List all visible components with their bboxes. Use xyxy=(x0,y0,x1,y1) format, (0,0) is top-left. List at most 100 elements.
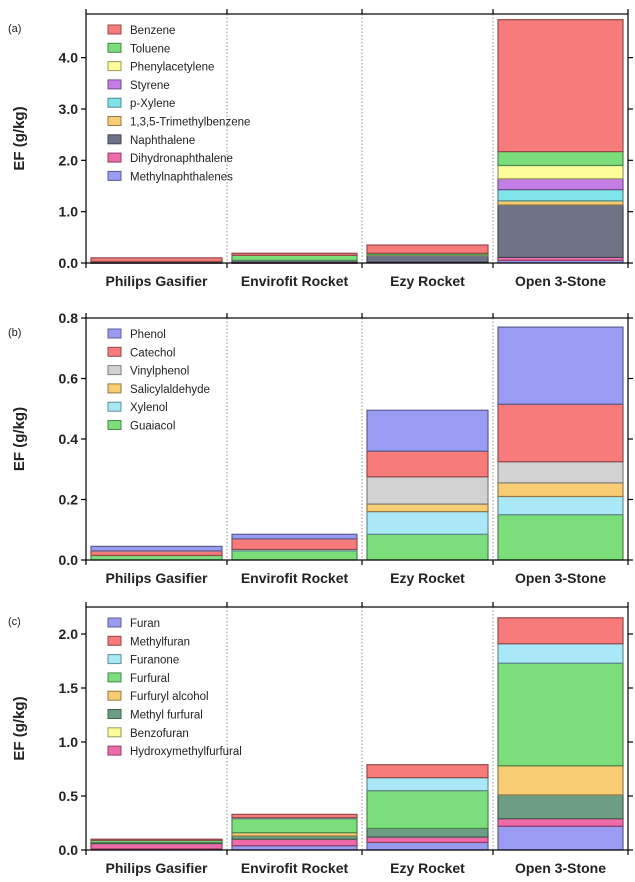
legend: Phenol Catechol Vinylphenol Salicylaldehyde… xyxy=(107,328,210,433)
y-axis-label: EF (g/kg) xyxy=(11,407,28,471)
bar-segment xyxy=(497,200,624,206)
bar-stack-1 xyxy=(90,545,223,561)
bar-segment xyxy=(497,178,624,191)
bar-segment xyxy=(497,818,624,827)
legend-label: Methyl furfural xyxy=(130,710,203,722)
bar-stack-3 xyxy=(366,764,489,851)
bar-segment xyxy=(90,838,223,841)
bar-segment xyxy=(366,764,489,779)
bar-stack-4 xyxy=(497,617,624,851)
legend-label: Toluene xyxy=(130,43,170,55)
bar-segment xyxy=(497,461,624,484)
legend-swatch xyxy=(107,328,122,339)
x-tick-label: Philips Gasifier xyxy=(106,570,208,586)
bar-segment xyxy=(366,836,489,844)
legend-swatch xyxy=(107,709,122,719)
legend-swatch xyxy=(107,727,122,738)
bar-segment xyxy=(497,482,624,498)
y-tick-label: 0.0 xyxy=(59,552,79,568)
bar-segment xyxy=(231,533,358,540)
legend-swatch xyxy=(107,745,122,756)
bar-segment xyxy=(231,845,358,851)
bar-segment xyxy=(366,254,489,263)
legend-swatch xyxy=(107,134,122,145)
bar-stack-2 xyxy=(231,533,358,561)
panel-label: (b) xyxy=(8,327,21,339)
y-tick-label: 0.2 xyxy=(59,492,79,508)
bar-segment xyxy=(366,244,489,254)
y-tick-label: 0.0 xyxy=(59,842,79,858)
chart-panel-2: (b) EF (g/kg) 0.0 0.2 0.4 0.6 0.8 Philips Gasif… xyxy=(8,310,633,586)
y-tick-label: 0.0 xyxy=(59,255,79,271)
bar-segment xyxy=(90,257,223,263)
bar-segment xyxy=(366,533,489,561)
legend-label: Catechol xyxy=(130,347,175,359)
legend-label: Naphthalene xyxy=(130,135,195,147)
bar-segment xyxy=(366,503,489,513)
legend-label: Methylfuran xyxy=(130,636,190,648)
x-tick-label: Philips Gasifier xyxy=(106,860,208,876)
legend-label: Vinylphenol xyxy=(130,366,189,378)
legend-swatch xyxy=(107,152,122,163)
x-tick-label: Ezy Rocket xyxy=(390,860,465,876)
bar-segment xyxy=(497,794,624,820)
y-tick-label: 1.5 xyxy=(59,680,79,696)
legend-label: Furfuryl alcohol xyxy=(130,691,209,703)
legend-swatch xyxy=(107,617,122,628)
bar-stack-4 xyxy=(497,19,624,264)
legend-swatch xyxy=(107,672,122,683)
bar-segment xyxy=(366,827,489,838)
y-tick-label: 3.0 xyxy=(59,101,79,117)
legend-label: Phenol xyxy=(130,329,166,341)
legend-swatch xyxy=(107,24,122,35)
legend-label: Salicylaldehyde xyxy=(130,384,210,396)
bar-segment xyxy=(231,818,358,834)
legend-label: Benzene xyxy=(130,25,175,37)
x-tick-label: Envirofit Rocket xyxy=(241,273,349,289)
x-tick-label: Ezy Rocket xyxy=(390,273,465,289)
y-axis-label: EF (g/kg) xyxy=(11,106,28,170)
bar-segment xyxy=(366,450,489,478)
legend-swatch xyxy=(107,401,122,412)
legend-label: Phenylacetylene xyxy=(130,62,214,74)
bar-stack-1 xyxy=(90,838,223,851)
legend-swatch xyxy=(107,61,122,72)
legend-label: Hydroxymethylfurfural xyxy=(130,746,242,758)
chart-panel-1: (a) EF (g/kg) 0.0 1.0 2.0 3.0 4.0 Philips Gasif… xyxy=(8,9,633,289)
legend-swatch xyxy=(107,690,122,701)
bar-segment xyxy=(366,841,489,851)
x-tick-label: Philips Gasifier xyxy=(106,273,208,289)
bar-stack-2 xyxy=(231,813,358,851)
bar-segment xyxy=(366,789,489,829)
y-axis-label: EF (g/kg) xyxy=(11,696,28,760)
legend-label: Benzofuran xyxy=(130,728,189,740)
bar-segment xyxy=(497,204,624,258)
y-tick-label: 2.0 xyxy=(59,152,79,168)
legend-label: Guaiacol xyxy=(130,421,175,433)
bar-stack-4 xyxy=(497,326,624,561)
bar-stack-2 xyxy=(231,252,358,264)
legend-swatch xyxy=(107,346,122,357)
bar-segment xyxy=(231,538,358,551)
y-tick-label: 1.0 xyxy=(59,734,79,750)
bar-segment xyxy=(231,813,358,819)
bar-stack-3 xyxy=(366,244,489,264)
bar-segment xyxy=(90,554,223,561)
legend: Benzene Toluene Phenylacetylene Styrene p-Xy… xyxy=(107,24,250,183)
bar-segment xyxy=(90,550,223,557)
panel-label: (c) xyxy=(8,616,21,628)
bar-segment xyxy=(497,765,624,796)
y-tick-label: 0.6 xyxy=(59,371,79,387)
x-tick-label: Ezy Rocket xyxy=(390,570,465,586)
legend-label: Furanone xyxy=(130,655,179,667)
bar-segment xyxy=(497,643,624,664)
bar-stack-3 xyxy=(366,409,489,561)
legend-swatch xyxy=(107,654,122,665)
bar-segment xyxy=(497,150,624,167)
legend: Furan Methylfuran Furanone Furfural Furfuryl… xyxy=(107,617,242,758)
y-tick-label: 0.5 xyxy=(59,788,79,804)
bar-segment xyxy=(366,409,489,452)
bar-segment xyxy=(497,825,624,851)
panel-label: (a) xyxy=(8,23,21,35)
